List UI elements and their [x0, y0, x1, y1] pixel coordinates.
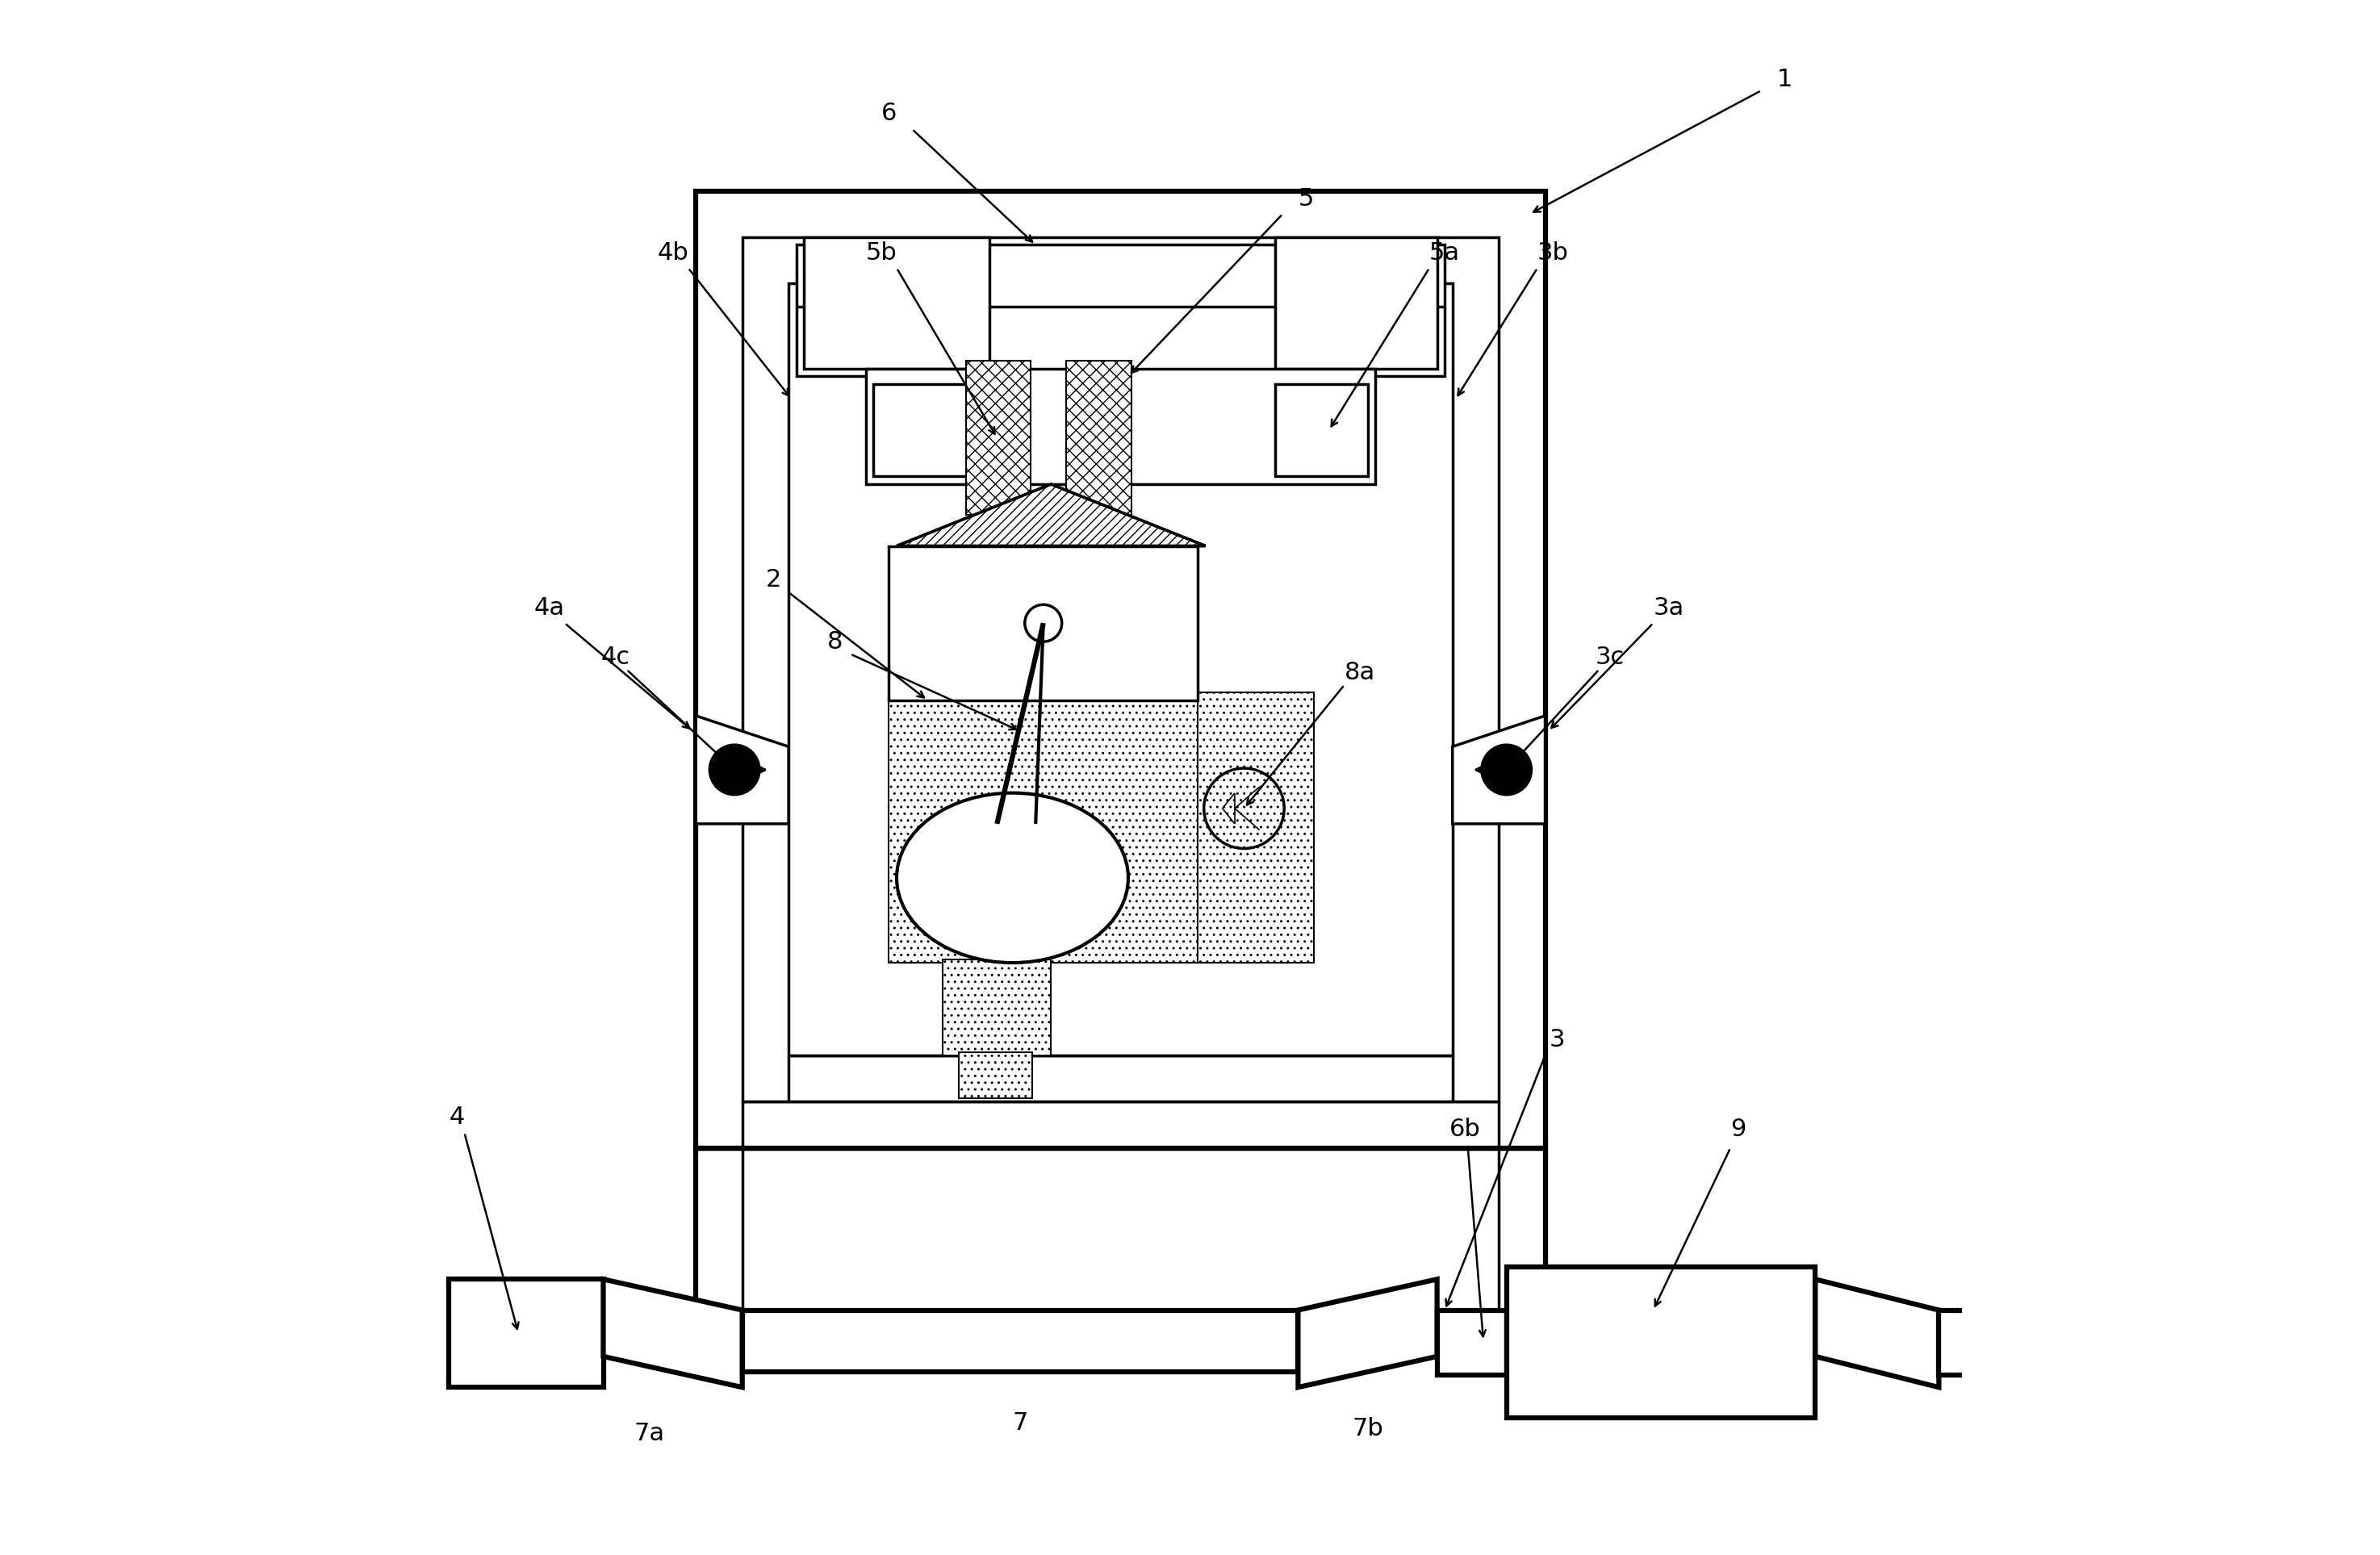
Text: 7b: 7b	[1352, 1417, 1383, 1440]
Bar	[888, 546, 1197, 700]
Text: 7: 7	[1012, 1410, 1028, 1435]
Text: 4: 4	[450, 1106, 464, 1129]
Text: 3b: 3b	[1537, 241, 1568, 264]
Text: 5: 5	[1297, 187, 1314, 210]
Bar	[797, 244, 1445, 376]
Ellipse shape	[897, 793, 1128, 963]
Bar	[695, 191, 1545, 1148]
Text: 4a: 4a	[533, 596, 564, 619]
Polygon shape	[1816, 1280, 1940, 1387]
Polygon shape	[695, 715, 788, 824]
Text: 6: 6	[881, 103, 897, 126]
Bar	[450, 1280, 602, 1387]
Text: 4c: 4c	[602, 645, 631, 669]
Bar	[1507, 1267, 1816, 1418]
Text: 3: 3	[1549, 1028, 1566, 1051]
Bar	[743, 1311, 1297, 1372]
Bar	[743, 238, 1499, 1101]
Bar	[942, 959, 1052, 1056]
Bar	[966, 361, 1031, 515]
Polygon shape	[897, 484, 1204, 546]
Bar	[1276, 384, 1368, 476]
Polygon shape	[1297, 1280, 1438, 1387]
Bar	[873, 384, 1004, 476]
Text: 5b: 5b	[866, 241, 897, 264]
Text: 7a: 7a	[633, 1421, 664, 1445]
Text: 3a: 3a	[1654, 596, 1685, 619]
Circle shape	[709, 743, 762, 796]
Text: 5a: 5a	[1430, 241, 1461, 264]
Text: 6b: 6b	[1449, 1118, 1480, 1141]
Bar	[888, 692, 1197, 963]
Bar	[788, 283, 1452, 1056]
Bar	[804, 238, 990, 369]
Text: 3c: 3c	[1595, 645, 1626, 669]
Text: 2: 2	[766, 568, 781, 591]
Bar	[866, 369, 1376, 484]
Text: 9: 9	[1730, 1118, 1747, 1141]
Polygon shape	[1452, 715, 1545, 824]
Circle shape	[1480, 743, 1533, 796]
Bar	[959, 1053, 1033, 1099]
Polygon shape	[602, 1280, 743, 1387]
Bar	[1276, 238, 1438, 369]
Bar	[1438, 1311, 1507, 1375]
Bar	[1066, 361, 1130, 515]
Bar	[1197, 692, 1314, 963]
Text: 1: 1	[1775, 68, 1792, 92]
Text: 8a: 8a	[1345, 661, 1376, 684]
Text: 8: 8	[826, 630, 843, 653]
Text: 4b: 4b	[657, 241, 688, 264]
Bar	[1940, 1311, 2071, 1375]
